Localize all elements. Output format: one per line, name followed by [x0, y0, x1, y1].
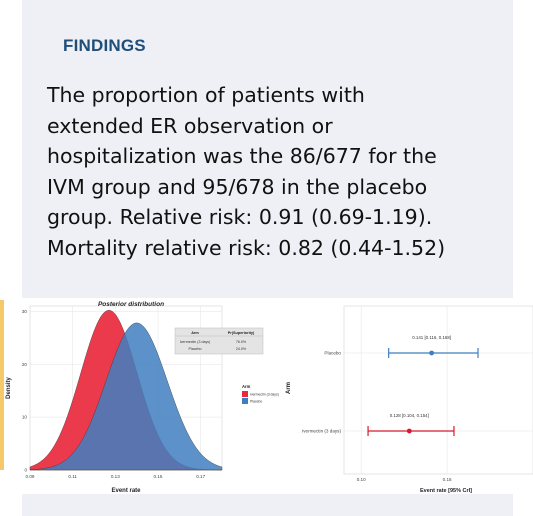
- table-cell: 76.0%: [236, 340, 247, 344]
- findings-line: The proportion of patients with: [47, 83, 365, 107]
- density-legend: Arm Ivermectin (3 days) Placebo: [242, 384, 279, 404]
- findings-line: group. Relative risk: 0.91 (0.69-1.19).: [47, 205, 433, 229]
- findings-text: The proportion of patients with extended…: [47, 80, 507, 263]
- legend-swatch-placebo: [242, 398, 248, 404]
- legend-swatch-ivermectin: [242, 391, 248, 397]
- findings-line: Mortality relative risk: 0.82 (0.44-1.52…: [47, 235, 446, 260]
- table-header-superiority: Pr(Superiority): [228, 331, 255, 335]
- interval-data-label-ivermectin: 0.128 [0.104, 0.154]: [390, 413, 429, 418]
- density-x-tick-label: 0.13: [111, 474, 120, 479]
- density-curve-placebo: [29, 322, 223, 471]
- side-accent-stripe: [0, 300, 4, 470]
- table-header-arm: Arm: [191, 331, 199, 335]
- density-x-tick-label: 0.15: [154, 474, 163, 479]
- density-x-tick-label: 0.17: [196, 474, 205, 479]
- interval-plot-area: [343, 305, 533, 475]
- density-y-tick-label: 30: [22, 309, 28, 314]
- superiority-table: Arm Pr(Superiority) Ivermectin (3 days) …: [174, 327, 264, 355]
- table-cell: Ivermectin (3 days): [180, 340, 211, 344]
- density-x-tick-label: 0.09: [26, 474, 35, 479]
- findings-panel: [22, 0, 513, 298]
- bottom-panel: [22, 494, 513, 516]
- table-cell: 24.0%: [236, 347, 247, 351]
- density-y-tick-label: 10: [22, 415, 28, 420]
- interval-point-placebo: [429, 350, 435, 356]
- interval-data-label-placebo: 0.141 [0.116, 0.168]: [412, 335, 451, 340]
- interval-x-tick-label: 0.10: [357, 477, 366, 482]
- interval-y-tick-label: Placebo: [324, 351, 341, 356]
- interval-x-tick-label: 0.15: [443, 477, 452, 482]
- legend-label: Ivermectin (3 days): [250, 393, 279, 397]
- table-cell: Placebo: [189, 347, 202, 351]
- density-x-axis-label: Event rate: [111, 488, 141, 494]
- findings-heading: FINDINGS: [63, 36, 146, 55]
- posterior-density-chart: 0.09 0.11 0.13 0.15 0.17 0 10 20 30 Posterior di…: [6, 301, 279, 494]
- interval-y-axis-label: Arm: [286, 382, 292, 394]
- density-y-tick-label: 0: [24, 468, 27, 473]
- findings-line: hospitalization was the 86/677 for the: [47, 144, 437, 168]
- event-rate-interval-chart: Arm 0.141 [0.116, 0.168] 0.128 [0.104, 0.…: [286, 305, 533, 494]
- density-chart-title: Posterior distribution: [98, 301, 164, 308]
- density-y-axis-label: Density: [6, 377, 12, 399]
- density-x-tick-label: 0.11: [68, 474, 77, 479]
- legend-title: Arm: [242, 384, 251, 389]
- interval-y-tick-label: Ivermectin (3 days): [302, 429, 342, 434]
- interval-x-axis-label: Event rate [95% CrI]: [420, 488, 472, 494]
- density-y-tick-label: 20: [22, 362, 28, 367]
- legend-label: Placebo: [250, 400, 262, 404]
- findings-line: extended ER observation or: [47, 113, 333, 138]
- superiority-table-box: [174, 327, 264, 355]
- interval-point-ivermectin: [406, 428, 412, 434]
- findings-line: IVM group and 95/678 in the placebo: [47, 174, 428, 199]
